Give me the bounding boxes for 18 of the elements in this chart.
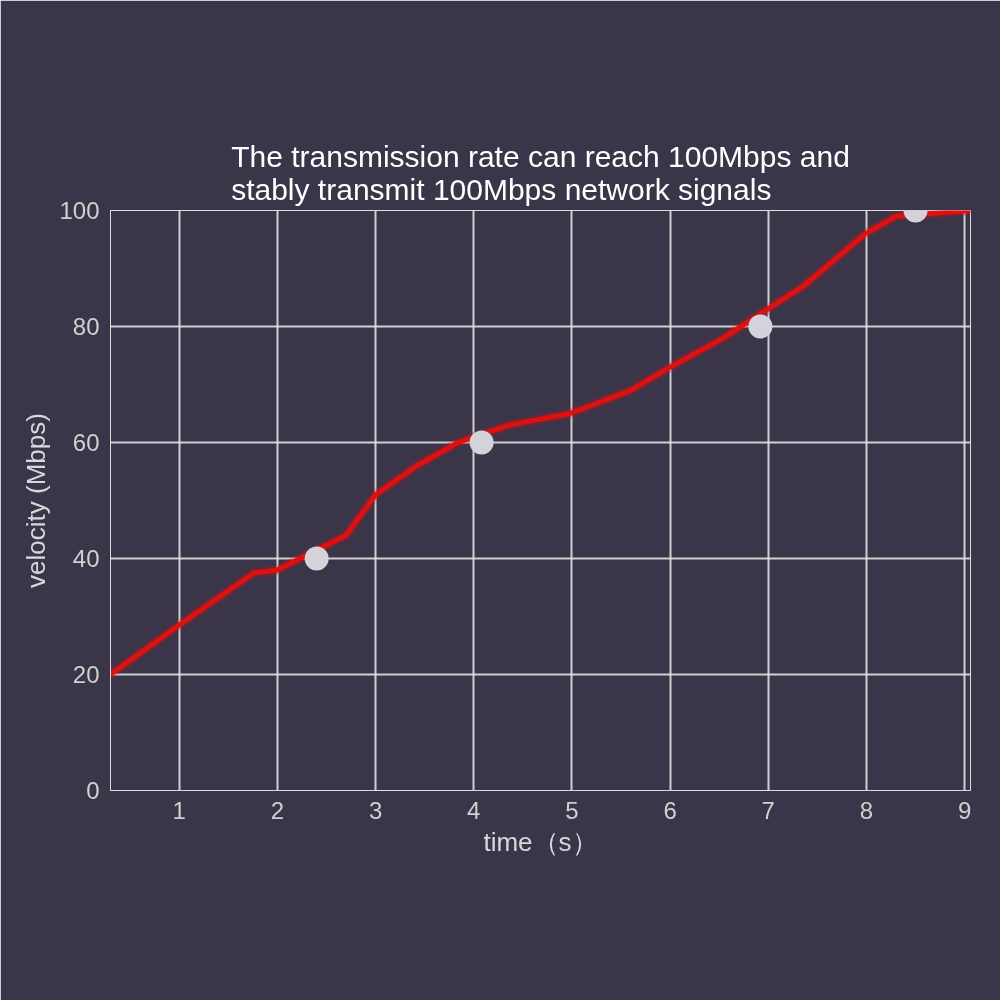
x-tick-label: 5 xyxy=(565,796,579,824)
chart-title: The transmission rate can reach 100Mbps and stably transmit 100Mbps network signals xyxy=(231,139,850,206)
y-tick-label: 100 xyxy=(59,197,100,224)
x-tick-label: 3 xyxy=(368,796,383,824)
y-tick-label: 80 xyxy=(72,313,100,340)
x-tick-label: 4 xyxy=(467,796,481,824)
x-axis-title: time（s） xyxy=(483,826,598,857)
x-tick-label: 2 xyxy=(270,796,285,824)
x-tick-label: 1 xyxy=(172,796,186,824)
y-tick-label: 0 xyxy=(86,777,100,804)
y-tick-label: 60 xyxy=(72,429,100,456)
y-axis-title: velocity (Mbps) xyxy=(21,413,52,588)
x-tick-label: 7 xyxy=(761,796,775,824)
y-tick-label: 20 xyxy=(72,661,100,688)
y-tick-label: 40 xyxy=(72,545,100,572)
x-tick-label: 9 xyxy=(957,796,972,824)
x-tick-label: 6 xyxy=(663,796,677,824)
x-tick-label: 8 xyxy=(859,796,874,824)
